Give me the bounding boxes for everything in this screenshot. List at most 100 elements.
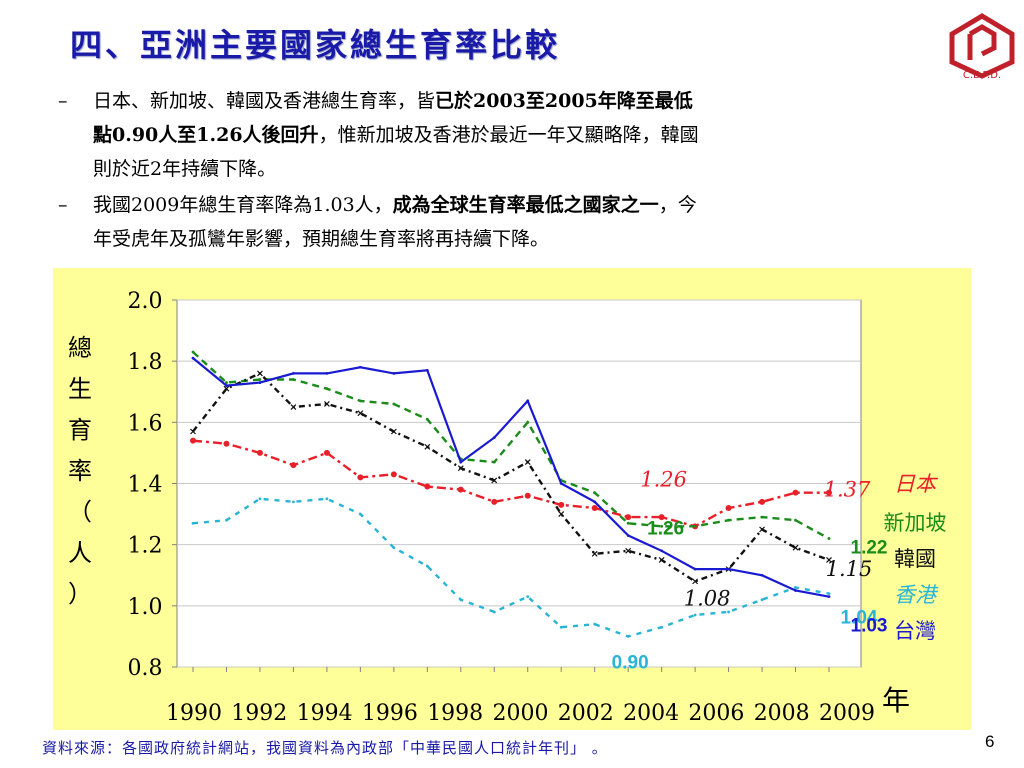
data-point (693, 524, 697, 528)
data-point (593, 491, 597, 495)
data-point (559, 625, 563, 629)
data-point (660, 549, 664, 553)
data-point (323, 449, 330, 456)
data-point (827, 595, 831, 599)
data-label: 0.90 (612, 652, 649, 673)
data-label: 1.04 (841, 608, 878, 629)
x-tick-label: 1992 (231, 701, 287, 726)
data-point (727, 518, 730, 522)
data-point (392, 402, 396, 406)
data-point (425, 417, 429, 421)
y-tick-label: 1.0 (128, 595, 163, 620)
series-line (192, 357, 830, 598)
data-point (225, 381, 228, 384)
data-point (290, 462, 297, 469)
data-point (526, 420, 530, 424)
legend-entry: 韓國 (894, 547, 936, 571)
y-tick-label: 2.0 (128, 289, 163, 314)
data-point (358, 512, 362, 516)
data-point (660, 625, 664, 629)
data-point (591, 550, 598, 557)
bullet-dash: – (58, 194, 68, 216)
data-point (256, 449, 263, 456)
data-point (459, 598, 463, 602)
data-label: 1.37 (824, 478, 871, 502)
data-point (292, 378, 295, 381)
data-label: 1.26 (640, 467, 687, 491)
data-point (190, 437, 196, 444)
data-point (292, 372, 295, 375)
data-point (794, 586, 797, 589)
data-point (626, 521, 630, 525)
y-tick-label: 0.8 (128, 656, 163, 681)
data-point (325, 387, 329, 391)
bullet-emphasis: 點0.90人至1.26人後回升 (93, 124, 319, 146)
page-number: 6 (985, 732, 995, 751)
bullet-text: 日本、新加坡、韓國及香港總生育率，皆 (93, 90, 436, 112)
x-tick-label: 2008 (754, 701, 810, 726)
data-point (727, 610, 730, 614)
chart-panel: 2.0 1.8 1.6 1.4 1.2 1.0 0.8 1990 1992 1994 1996 199… (53, 268, 971, 730)
data-point (492, 610, 496, 614)
data-label: 1.03 (851, 616, 888, 637)
data-point (290, 404, 297, 410)
data-point (826, 489, 832, 496)
data-point (492, 436, 496, 440)
x-tick-label: 2002 (558, 701, 614, 726)
data-point (357, 410, 364, 417)
data-point (526, 595, 530, 599)
data-point (459, 460, 463, 464)
data-point (358, 399, 362, 403)
y-axis-label-char: （ (68, 498, 92, 526)
legend-entry: 新加坡 (884, 511, 947, 535)
data-point (258, 378, 262, 381)
data-point (591, 504, 598, 511)
y-axis-label-char: 總 (68, 334, 92, 362)
y-axis-label-char: ） (68, 580, 92, 608)
data-point (323, 401, 330, 407)
data-point (524, 492, 531, 499)
data-point (792, 489, 799, 496)
data-point (625, 514, 632, 521)
data-point (491, 477, 498, 484)
y-axis-label-char: 率 (68, 457, 92, 485)
data-point (225, 518, 228, 522)
y-axis-label-char: 人 (68, 539, 92, 567)
data-point (526, 399, 530, 403)
data-point (325, 497, 329, 501)
source-note: 資料來源：各國政府統計網站，我國資料為內政部「中華民國人口統計年刊」 。 (42, 739, 608, 757)
data-point (325, 372, 329, 375)
x-axis-unit: 年 (882, 684, 910, 717)
data-point (358, 365, 362, 369)
data-point (558, 511, 565, 518)
data-point (625, 547, 632, 554)
y-axis-label-char: 育 (68, 416, 92, 444)
data-point (390, 471, 397, 478)
x-tick-label: 2006 (688, 701, 744, 726)
x-tick-label: 1996 (362, 701, 418, 726)
x-tick-label: 1998 (427, 701, 483, 726)
series-line (192, 497, 830, 638)
data-point (593, 500, 597, 504)
bullet-text: ，今 (658, 194, 697, 216)
data-point (392, 372, 396, 375)
data-point (425, 368, 429, 372)
data-point (760, 573, 764, 577)
logo-caption: C.E.P.D. (963, 70, 1001, 80)
data-point (692, 578, 699, 585)
data-point (759, 526, 765, 533)
series-line (192, 371, 830, 583)
data-point (760, 515, 764, 519)
data-point (492, 460, 496, 464)
bullet-item: – 我國2009年總生育率降為1.03人，成為全球生育率最低之國家之一，今 年受… (58, 188, 973, 256)
legend-entry: 日本 (894, 472, 938, 496)
data-point (424, 443, 431, 450)
data-point (660, 524, 664, 528)
data-point (258, 381, 262, 384)
bullet-text: ，惟新加坡及香港於最近一年又顯略降，韓國 (318, 124, 699, 146)
data-point (292, 500, 295, 504)
data-point (223, 440, 230, 447)
data-point (593, 622, 597, 626)
x-tick-label: 2004 (623, 701, 679, 726)
y-tick-label: 1.8 (128, 350, 163, 375)
